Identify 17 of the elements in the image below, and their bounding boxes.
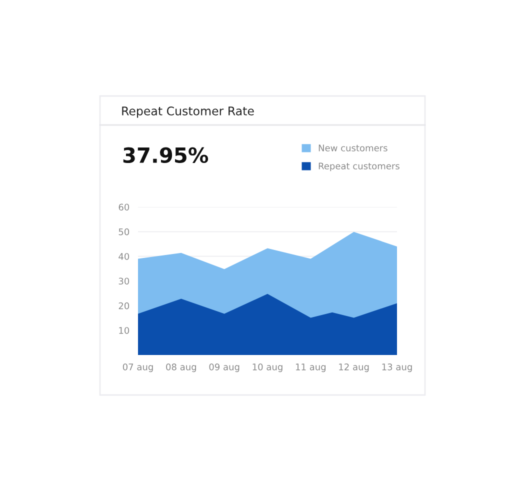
- legend-label: New customers: [318, 144, 388, 152]
- x-tick-label: 07 aug: [122, 363, 153, 372]
- legend-label: Repeat customers: [318, 162, 400, 172]
- x-tick-label: 11 aug: [296, 364, 326, 372]
- x-tick-label: 09 aug: [209, 363, 240, 372]
- y-tick-label: 40: [118, 253, 130, 260]
- x-tick-label: 10 aug: [252, 363, 282, 372]
- x-tick-label: 13 aug: [382, 363, 412, 372]
- y-tick-label: 30: [118, 278, 130, 285]
- x-tick-label: 08 aug: [166, 363, 196, 372]
- y-tick-label: 20: [118, 302, 130, 310]
- text: 37.95%: [123, 147, 208, 164]
- x-tick-label: 12 aug: [339, 363, 369, 372]
- chart-title: Repeat Customer Rate: [122, 106, 254, 118]
- y-tick-label: 10: [119, 327, 130, 334]
- y-tick-label: 50: [118, 228, 130, 236]
- y-tick-label: 60: [118, 204, 130, 211]
